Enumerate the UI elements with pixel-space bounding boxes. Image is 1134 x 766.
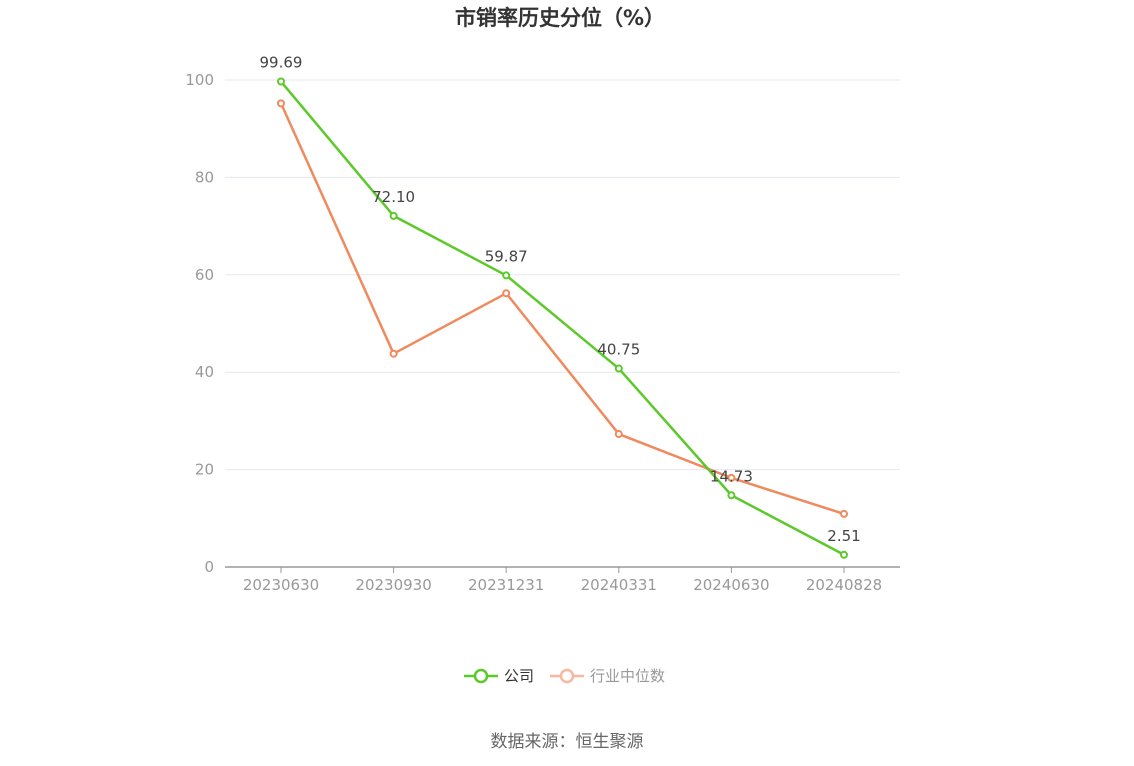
- legend-label: 行业中位数: [590, 667, 665, 685]
- data-point: [727, 491, 736, 500]
- x-tick-label: 20230630: [243, 576, 319, 594]
- legend-item-company: 公司: [464, 667, 534, 685]
- data-point: [840, 550, 848, 559]
- y-tick-label: 0: [204, 558, 214, 576]
- data-source: 数据来源：恒生聚源: [491, 732, 644, 752]
- data-point: [389, 211, 398, 220]
- chart-title: 市销率历史分位（%）: [455, 6, 665, 30]
- data-point: [614, 364, 623, 373]
- data-point: [389, 349, 398, 358]
- legend-marker: [559, 668, 575, 684]
- data-label: 99.69: [260, 54, 303, 72]
- y-tick-label: 80: [195, 168, 214, 186]
- data-label: 72.10: [372, 188, 415, 206]
- x-tick-label: 20240331: [581, 576, 657, 594]
- legend-item-industry-median: 行业中位数: [550, 667, 665, 685]
- y-tick-label: 40: [195, 363, 214, 381]
- legend: 公司 行业中位数: [464, 667, 665, 685]
- data-point: [502, 271, 511, 280]
- data-point: [614, 430, 623, 439]
- x-tick-label: 20231231: [468, 576, 544, 594]
- legend-label: 公司: [504, 667, 534, 685]
- series-layer: 99.69 72.10 59.87 40.75 14.73 2.51: [260, 54, 861, 559]
- y-axis: 0 20 40 60 80 100: [185, 71, 214, 576]
- data-label: 40.75: [597, 341, 640, 359]
- y-tick-label: 20: [195, 461, 214, 479]
- legend-marker: [473, 668, 489, 684]
- data-point: [277, 77, 285, 86]
- grid: [225, 79, 900, 471]
- x-tick-label: 20240630: [693, 576, 769, 594]
- series-line: [280, 80, 845, 556]
- x-tick-label: 20240828: [806, 576, 882, 594]
- data-point: [502, 289, 511, 298]
- data-point: [727, 473, 736, 482]
- y-tick-label: 60: [195, 266, 214, 284]
- x-axis: 20230630 20230930 20231231 20240331 20240630…: [225, 566, 900, 594]
- series-industry-median: [277, 99, 848, 518]
- data-point: [840, 509, 848, 518]
- y-tick-label: 100: [185, 71, 214, 89]
- x-tick-label: 20230930: [355, 576, 431, 594]
- data-label: 14.73: [710, 467, 753, 485]
- data-label: 59.87: [485, 247, 528, 265]
- series-line: [279, 102, 845, 516]
- data-point: [277, 99, 285, 108]
- data-label: 2.51: [827, 527, 860, 545]
- series-company: 99.69 72.10 59.87 40.75 14.73 2.51: [260, 54, 861, 559]
